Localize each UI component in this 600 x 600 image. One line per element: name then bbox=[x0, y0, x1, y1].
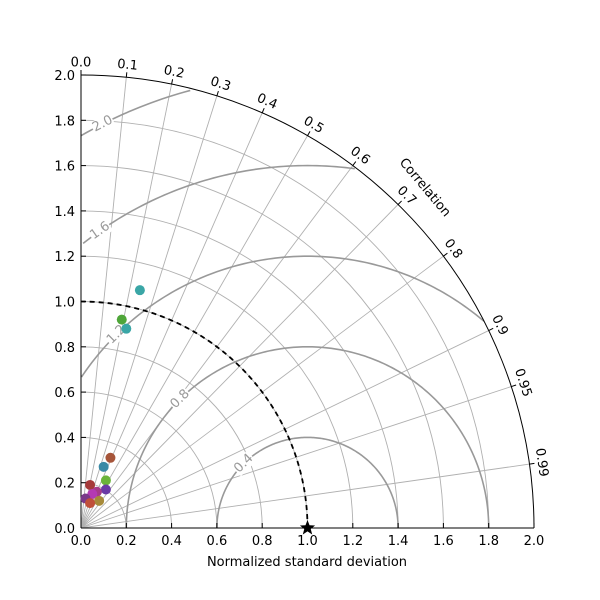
correlation-tick-label: 0.0 bbox=[71, 56, 92, 71]
correlation-tick-mark bbox=[307, 131, 311, 136]
data-point bbox=[100, 484, 111, 495]
correlation-tick-mark bbox=[529, 462, 535, 465]
data-points bbox=[80, 285, 316, 535]
correlation-grid-line bbox=[80, 77, 127, 529]
y-tick-label: 1.0 bbox=[54, 296, 75, 311]
std-grid-arc bbox=[80, 346, 263, 529]
rmsd-contour-label-bg bbox=[231, 450, 257, 477]
std-grid-arc bbox=[80, 255, 354, 529]
data-point bbox=[116, 314, 127, 325]
y-tick-label: 0.0 bbox=[54, 522, 75, 537]
data-point bbox=[121, 323, 132, 334]
rmsd-contour-label-bg bbox=[89, 112, 116, 136]
data-point bbox=[100, 475, 111, 486]
grid-layer bbox=[80, 77, 530, 529]
correlation-tick-label: 0.99 bbox=[532, 447, 551, 478]
x-tick-label: 0.0 bbox=[71, 534, 92, 549]
std-grid-arc bbox=[80, 119, 490, 529]
correlation-tick-label: 0.3 bbox=[208, 74, 232, 95]
y-tick-label: 0.8 bbox=[54, 341, 75, 356]
correlation-tick-mark bbox=[511, 384, 517, 388]
rmsd-contour bbox=[80, 255, 485, 378]
correlation-tick-mark bbox=[352, 161, 357, 166]
x-tick-label: 0.8 bbox=[252, 534, 273, 549]
reference-star bbox=[299, 520, 316, 535]
std-grid-arc bbox=[80, 210, 399, 529]
correlation-tick-mark bbox=[171, 79, 174, 85]
rmsd-contour-label-bg bbox=[87, 218, 114, 243]
rmsd-contour-label-bg bbox=[167, 386, 193, 412]
data-point bbox=[85, 498, 96, 509]
y-tick-label: 2.0 bbox=[54, 69, 75, 84]
correlation-tick-label: 0.4 bbox=[255, 91, 280, 113]
x-tick-label: 1.0 bbox=[297, 534, 318, 549]
rmsd-contours: 0.40.81.21.62.0 bbox=[80, 89, 490, 529]
rmsd-contour bbox=[125, 345, 490, 529]
axes: 0.0 0.1 0.20.30.40.50.60.70.80.90.950.990.… bbox=[54, 56, 551, 550]
correlation-grid-line bbox=[80, 95, 218, 529]
outer-boundary-arc bbox=[80, 74, 535, 529]
y-tick-label: 0.6 bbox=[54, 386, 75, 401]
correlation-tick-mark bbox=[397, 200, 402, 205]
data-point bbox=[94, 495, 105, 506]
data-point bbox=[105, 452, 116, 463]
y-tick-label: 1.6 bbox=[54, 160, 75, 175]
rmsd-contour-label: 2.0 bbox=[90, 113, 115, 136]
std-grid-arc bbox=[80, 391, 218, 529]
correlation-tick-mark bbox=[443, 252, 448, 257]
x-axis-label: Normalized standard deviation bbox=[207, 555, 407, 570]
correlation-tick-mark bbox=[488, 327, 494, 331]
correlation-tick-mark bbox=[125, 72, 128, 78]
rmsd-contour bbox=[216, 436, 399, 529]
correlation-tick-mark bbox=[261, 108, 265, 114]
y-tick-label: 1.4 bbox=[54, 205, 75, 220]
data-point bbox=[98, 461, 109, 472]
rmsd-contour bbox=[82, 164, 355, 245]
correlation-tick-label: 0.9 bbox=[488, 313, 511, 338]
correlation-tick-label: 0.2 bbox=[162, 63, 185, 82]
x-tick-label: 0.6 bbox=[207, 534, 228, 549]
x-tick-label: 1.4 bbox=[388, 534, 409, 549]
x-tick-label: 0.4 bbox=[161, 534, 182, 549]
x-tick-label: 1.6 bbox=[433, 534, 454, 549]
correlation-tick-label: 0.95 bbox=[511, 367, 534, 399]
correlation-grid-line bbox=[80, 463, 530, 529]
y-tick-label: 1.2 bbox=[54, 250, 75, 265]
y-tick-label: 1.8 bbox=[54, 114, 75, 129]
correlation-tick-mark bbox=[216, 90, 219, 97]
y-tick-label: 0.2 bbox=[54, 477, 75, 492]
x-tick-label: 1.8 bbox=[478, 534, 499, 549]
std-grid-arc bbox=[80, 165, 444, 529]
data-point bbox=[85, 479, 96, 490]
rmsd-contour-label: 1.6 bbox=[87, 219, 113, 243]
correlation-tick-label: 0.1 bbox=[116, 57, 138, 74]
y-tick-label: 0.4 bbox=[54, 431, 75, 446]
x-tick-label: 0.2 bbox=[116, 534, 137, 549]
data-point bbox=[134, 285, 145, 296]
correlation-grid-line bbox=[80, 386, 512, 529]
x-tick-label: 1.2 bbox=[342, 534, 363, 549]
x-tick-label: 2.0 bbox=[524, 534, 545, 549]
std-grid-arc bbox=[80, 301, 308, 529]
